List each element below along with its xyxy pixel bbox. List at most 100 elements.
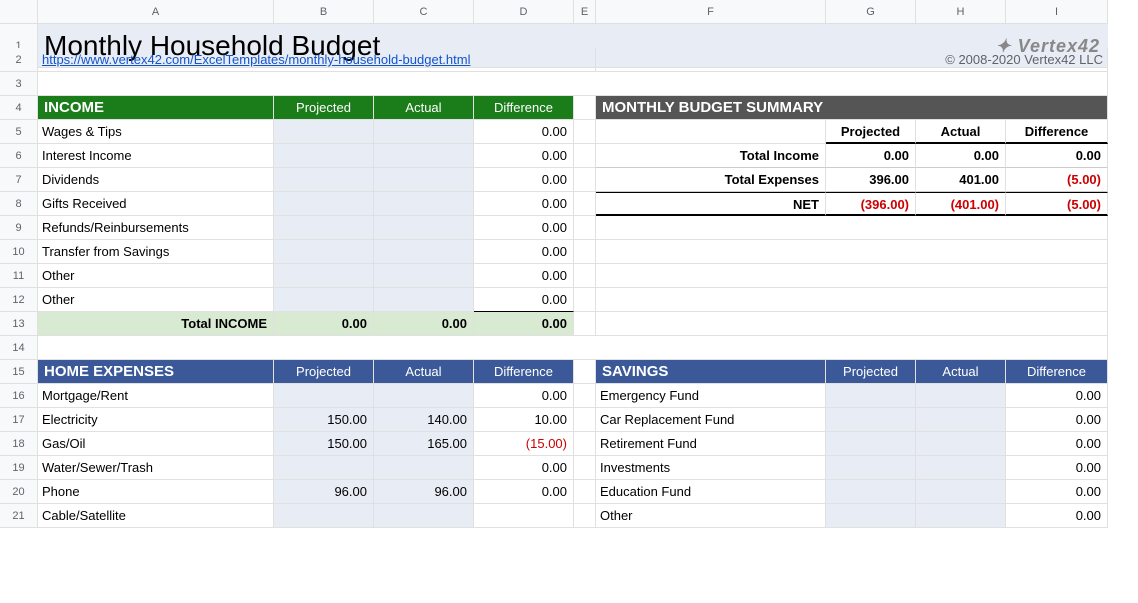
spacer-e8[interactable] (574, 192, 596, 216)
row-header-19[interactable]: 19 (0, 456, 38, 480)
savings-diff-4[interactable]: 0.00 (1006, 480, 1108, 504)
income-proj-0[interactable] (274, 120, 374, 144)
income-diff-0[interactable]: 0.00 (474, 120, 574, 144)
income-diff-7[interactable]: 0.00 (474, 288, 574, 312)
row-header-20[interactable]: 20 (0, 480, 38, 504)
home-act-4[interactable]: 96.00 (374, 480, 474, 504)
income-proj-3[interactable] (274, 192, 374, 216)
summary-row-1-proj[interactable]: 396.00 (826, 168, 916, 192)
summary-blank-f5[interactable] (596, 120, 826, 144)
income-label-3[interactable]: Gifts Received (38, 192, 274, 216)
home-col-diff[interactable]: Difference (474, 360, 574, 384)
home-header[interactable]: HOME EXPENSES (38, 360, 274, 384)
blank-f11[interactable] (596, 264, 1108, 288)
spacer-e11[interactable] (574, 264, 596, 288)
spacer-e10[interactable] (574, 240, 596, 264)
income-label-4[interactable]: Refunds/Reinbursements (38, 216, 274, 240)
savings-label-4[interactable]: Education Fund (596, 480, 826, 504)
row-header-11[interactable]: 11 (0, 264, 38, 288)
summary-row-0-diff[interactable]: 0.00 (1006, 144, 1108, 168)
savings-diff-2[interactable]: 0.00 (1006, 432, 1108, 456)
home-label-4[interactable]: Phone (38, 480, 274, 504)
template-url-cell[interactable]: https://www.vertex42.com/ExcelTemplates/… (38, 48, 596, 72)
savings-label-1[interactable]: Car Replacement Fund (596, 408, 826, 432)
spacer-e20[interactable] (574, 480, 596, 504)
summary-row-0-label[interactable]: Total Income (596, 144, 826, 168)
col-header-H[interactable]: H (916, 0, 1006, 24)
row-header-8[interactable]: 8 (0, 192, 38, 216)
savings-header[interactable]: SAVINGS (596, 360, 826, 384)
home-label-1[interactable]: Electricity (38, 408, 274, 432)
income-act-2[interactable] (374, 168, 474, 192)
spacer-e17[interactable] (574, 408, 596, 432)
savings-col-proj[interactable]: Projected (826, 360, 916, 384)
col-header-G[interactable]: G (826, 0, 916, 24)
home-act-2[interactable]: 165.00 (374, 432, 474, 456)
savings-proj-1[interactable] (826, 408, 916, 432)
home-diff-1[interactable]: 10.00 (474, 408, 574, 432)
income-label-2[interactable]: Dividends (38, 168, 274, 192)
home-proj-2[interactable]: 150.00 (274, 432, 374, 456)
home-col-proj[interactable]: Projected (274, 360, 374, 384)
home-act-5[interactable] (374, 504, 474, 528)
col-header-I[interactable]: I (1006, 0, 1108, 24)
summary-col-proj[interactable]: Projected (826, 120, 916, 144)
income-total-act[interactable]: 0.00 (374, 312, 474, 336)
col-header-E[interactable]: E (574, 0, 596, 24)
row-header-16[interactable]: 16 (0, 384, 38, 408)
summary-net-label[interactable]: NET (596, 192, 826, 216)
income-diff-2[interactable]: 0.00 (474, 168, 574, 192)
blank-f10[interactable] (596, 240, 1108, 264)
spacer-e21[interactable] (574, 504, 596, 528)
corner-cell[interactable] (0, 0, 38, 24)
spacer-e6[interactable] (574, 144, 596, 168)
home-col-act[interactable]: Actual (374, 360, 474, 384)
spacer-e12[interactable] (574, 288, 596, 312)
savings-act-2[interactable] (916, 432, 1006, 456)
summary-row-1-diff[interactable]: (5.00) (1006, 168, 1108, 192)
spacer-e7[interactable] (574, 168, 596, 192)
income-proj-2[interactable] (274, 168, 374, 192)
income-proj-1[interactable] (274, 144, 374, 168)
summary-row-1-act[interactable]: 401.00 (916, 168, 1006, 192)
income-total-diff[interactable]: 0.00 (474, 312, 574, 336)
blank-f12[interactable] (596, 288, 1108, 312)
row-header-12[interactable]: 12 (0, 288, 38, 312)
col-header-C[interactable]: C (374, 0, 474, 24)
summary-row-0-proj[interactable]: 0.00 (826, 144, 916, 168)
summary-net-proj[interactable]: (396.00) (826, 192, 916, 216)
row-header-10[interactable]: 10 (0, 240, 38, 264)
home-proj-3[interactable] (274, 456, 374, 480)
income-col-projected[interactable]: Projected (274, 96, 374, 120)
income-header[interactable]: INCOME (38, 96, 274, 120)
savings-act-5[interactable] (916, 504, 1006, 528)
home-act-3[interactable] (374, 456, 474, 480)
blank-f13[interactable] (596, 312, 1108, 336)
row-header-15[interactable]: 15 (0, 360, 38, 384)
income-total-proj[interactable]: 0.00 (274, 312, 374, 336)
row-header-18[interactable]: 18 (0, 432, 38, 456)
spacer-e19[interactable] (574, 456, 596, 480)
home-label-0[interactable]: Mortgage/Rent (38, 384, 274, 408)
savings-label-5[interactable]: Other (596, 504, 826, 528)
income-label-7[interactable]: Other (38, 288, 274, 312)
income-diff-3[interactable]: 0.00 (474, 192, 574, 216)
summary-col-act[interactable]: Actual (916, 120, 1006, 144)
savings-proj-4[interactable] (826, 480, 916, 504)
income-act-5[interactable] (374, 240, 474, 264)
home-act-1[interactable]: 140.00 (374, 408, 474, 432)
copyright-cell[interactable]: © 2008-2020 Vertex42 LLC (596, 48, 1108, 72)
home-diff-4[interactable]: 0.00 (474, 480, 574, 504)
income-col-difference[interactable]: Difference (474, 96, 574, 120)
row-header-2[interactable]: 2 (0, 48, 38, 72)
row-header-9[interactable]: 9 (0, 216, 38, 240)
savings-col-act[interactable]: Actual (916, 360, 1006, 384)
savings-label-3[interactable]: Investments (596, 456, 826, 480)
income-label-5[interactable]: Transfer from Savings (38, 240, 274, 264)
spreadsheet-grid[interactable]: A B C D E F G H I 1 Monthly Household Bu… (0, 0, 1138, 528)
col-header-D[interactable]: D (474, 0, 574, 24)
home-diff-5[interactable] (474, 504, 574, 528)
home-diff-2[interactable]: (15.00) (474, 432, 574, 456)
savings-label-2[interactable]: Retirement Fund (596, 432, 826, 456)
savings-proj-0[interactable] (826, 384, 916, 408)
